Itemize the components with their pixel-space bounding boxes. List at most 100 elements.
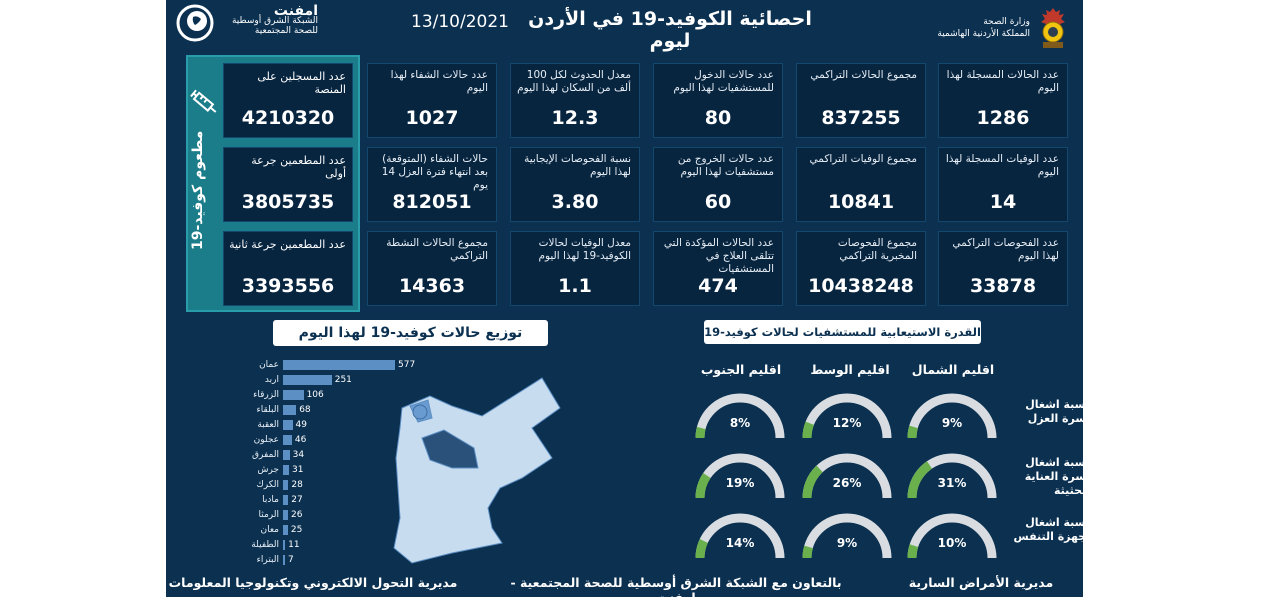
card-label: مجموع الحالات النشطة التراكمي [386, 237, 488, 262]
bar-value-label: 27 [291, 495, 303, 505]
gauge-percent-label: 14% [725, 536, 755, 550]
row-label-isolation: نسبة اشغال اسرة العزل [1025, 398, 1090, 425]
bar-value-label: 25 [290, 525, 303, 535]
gauge-percent-label: 12% [832, 416, 862, 430]
bar-value-label: 577 [398, 360, 416, 370]
distribution-bar-row: العقبة 49 [0, 420, 450, 431]
card-incidence-rate: معدل الحدوث لكل 100 ألف من السكان لهذا ا… [510, 63, 640, 138]
card-label: عدد حالات الدخول للمستشفيات لهذا اليوم [673, 69, 774, 94]
bar-governorate-label: الكرك [256, 480, 279, 490]
bar-fill [283, 390, 304, 400]
distribution-bar-row: اربد 251 [0, 375, 450, 386]
region-south: اقليم الجنوب [700, 362, 782, 377]
gauge-percent-label: 10% [937, 536, 967, 550]
card-value: 812051 [392, 191, 472, 213]
capacity-title: القدرة الاستيعابية للمستشفيات لحالات كوف… [704, 320, 981, 344]
bar-governorate-label: عجلون [253, 435, 279, 445]
card-value: 474 [698, 275, 738, 297]
gauge-track [802, 513, 892, 559]
card-total-tests: مجموع الفحوصات المخبرية التراكمي 1043824… [796, 231, 926, 306]
card-label: مجموع الفحوصات المخبرية التراكمي [837, 237, 917, 262]
bar-fill [283, 435, 292, 445]
card-label: عدد المسجلين على المنصة [257, 70, 346, 96]
bar-governorate-label: جرش [257, 465, 279, 475]
occupancy-gauge [907, 453, 997, 499]
jordan-map [393, 377, 561, 564]
card-value: 837255 [821, 107, 901, 129]
syringe-icon [190, 89, 217, 113]
distribution-bar-row: مادبا 27 [0, 495, 450, 506]
bar-value-label: 26 [291, 510, 303, 520]
gauge-percent-label: 31% [937, 476, 967, 490]
row-label-icu: نسبة اشغال اسرة العناية الحثيثة [1024, 456, 1090, 497]
emphnet-name: امفنت [273, 3, 318, 19]
card-label: نسبة الفحوصات الإيجابية لهذا اليوم [524, 153, 631, 178]
card-expected-recoveries: حالات الشفاء (المتوقعة) بعد انتهاء فترة … [367, 147, 497, 222]
footer-it-directorate: مديرية التحول الالكتروني وتكنولوجيا المع… [168, 575, 458, 590]
card-positivity-rate: نسبة الفحوصات الإيجابية لهذا اليوم 3.80 [510, 147, 640, 222]
card-label: عدد الوفيات المسجلة لهذا اليوم [945, 153, 1059, 178]
vax-registered-card: عدد المسجلين على المنصة 4210320 [223, 63, 353, 138]
gauge-fill [695, 539, 708, 559]
gauge-percent-label: 8% [729, 416, 751, 430]
distribution-bar-row: جرش 31 [0, 465, 450, 476]
card-active-cases: مجموع الحالات النشطة التراكمي 14363 [367, 231, 497, 306]
bar-fill [283, 555, 285, 565]
region-central: اقليم الوسط [810, 362, 890, 377]
jordan-crest-icon [1041, 8, 1065, 48]
gauge-track [907, 513, 997, 559]
bar-value-label: 31 [292, 465, 304, 475]
occupancy-gauge [907, 513, 997, 559]
bar-governorate-label: عمان [259, 360, 279, 370]
card-label: عدد الفحوصات التراكمي لهذا اليوم [952, 237, 1059, 262]
vax-first-dose-card: عدد المطعمين جرعة أولى 3805735 [223, 147, 353, 222]
card-total-deaths: مجموع الوفيات التراكمي 10841 [796, 147, 926, 222]
ministry-name: وزارة الصحة المملكة الأردنية الهاشمية [930, 16, 1030, 40]
emphnet-line2: للصحة المجتمعية [254, 26, 318, 36]
bar-fill [283, 420, 293, 430]
bar-governorate-label: المفرق [252, 450, 279, 460]
bar-governorate-label: الزرقاء [253, 390, 279, 400]
ministry-line2: المملكة الأردنية الهاشمية [937, 29, 1030, 39]
card-value: 1.1 [558, 275, 592, 297]
footer-communicable-diseases: مديرية الأمراض السارية [908, 575, 1054, 590]
card-value: 12.3 [551, 107, 599, 129]
distribution-bar-row: معان 25 [0, 525, 450, 536]
bar-fill [283, 495, 289, 505]
card-label: عدد حالات الخروج من مستشفيات لهذا اليوم [677, 153, 774, 178]
distribution-bar-row: عجلون 46 [0, 435, 450, 446]
ministry-line1: وزارة الصحة [983, 17, 1030, 27]
card-value: 3393556 [241, 275, 335, 297]
distribution-bar-row: الكرك 28 [0, 480, 450, 491]
card-value: 33878 [969, 275, 1037, 297]
bar-fill [283, 360, 395, 370]
card-daily-cases: عدد الحالات المسجلة لهذا اليوم 1286 [938, 63, 1068, 138]
bar-fill [283, 480, 289, 490]
distribution-title: توزيع حالات كوفيد-19 لهذا اليوم [273, 320, 548, 346]
card-death-rate: معدل الوفيات لحالات الكوفيد-19 لهذا اليو… [510, 231, 640, 306]
vax-second-dose-card: عدد المطعمين جرعة ثانية 3393556 [223, 231, 353, 306]
gauge-percent-label: 9% [941, 416, 963, 430]
card-label: مجموع الوفيات التراكمي [809, 153, 917, 165]
gauge-fill [907, 544, 919, 559]
gauge-track [802, 393, 892, 439]
bar-fill [283, 540, 286, 550]
bar-governorate-label: البلقاء [256, 405, 279, 415]
vaccination-title: مطعوم كوفيد-19 [190, 130, 206, 250]
region-north: اقليم الشمال [911, 362, 995, 377]
page-title: احصائية الكوفيد-19 في الأردن ليوم [528, 8, 812, 52]
map-irbid-marker [412, 404, 428, 420]
card-daily-deaths: عدد الوفيات المسجلة لهذا اليوم 14 [938, 147, 1068, 222]
emphnet-logo-icon [176, 4, 214, 42]
distribution-bar-row: عمان 577 [0, 360, 450, 371]
card-value: 10438248 [808, 275, 914, 297]
row-label-ventilator: نسبة اشغال اجهزة التنفس [1013, 516, 1090, 543]
map-capital-region [421, 429, 479, 469]
occupancy-gauge [802, 393, 892, 439]
gauge-track [695, 393, 785, 439]
occupancy-gauge [802, 453, 892, 499]
bar-value-label: 49 [295, 420, 307, 430]
occupancy-gauge [802, 513, 892, 559]
bar-fill [283, 510, 289, 520]
distribution-bar-row: الزرقاء 106 [0, 390, 450, 401]
